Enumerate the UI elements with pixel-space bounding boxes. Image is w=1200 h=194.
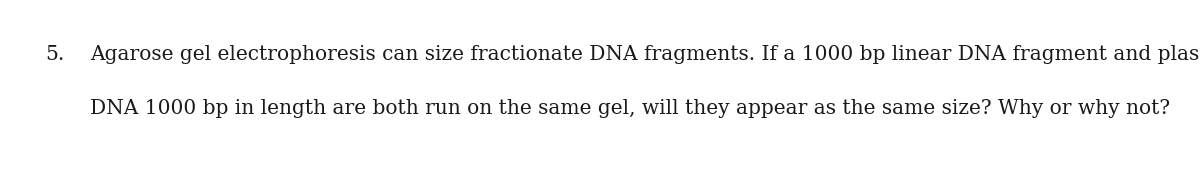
Text: 5.: 5.: [46, 45, 65, 64]
Text: DNA 1000 bp in length are both run on the same gel, will they appear as the same: DNA 1000 bp in length are both run on th…: [90, 99, 1170, 118]
Text: Agarose gel electrophoresis can size fractionate DNA fragments. If a 1000 bp lin: Agarose gel electrophoresis can size fra…: [90, 45, 1200, 64]
